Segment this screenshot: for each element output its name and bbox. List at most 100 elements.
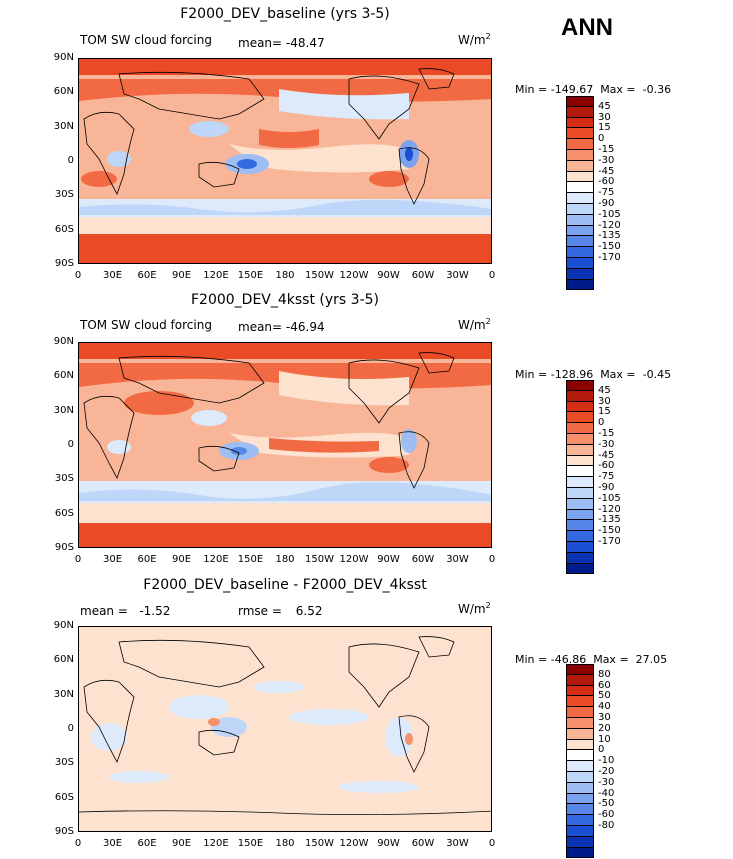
panel-1-minmax: Min = -149.67 Max = -0.36 [508,70,671,96]
colorbar-box [566,279,594,291]
colorbar-box [566,455,594,467]
colorbar-label: -15 [598,144,615,155]
y-tick-label: 30S [54,473,74,485]
colorbar-box [566,214,594,226]
colorbar-label: -60 [598,460,615,472]
panel-3-minmax: Min = -46.86 Max = 27.05 [508,640,667,666]
colorbar-box [566,761,594,772]
colorbar-label: -150 [598,241,621,253]
colorbar-label: -90 [598,198,615,209]
y-tick-label: 90N [53,336,74,347]
panel-3-mean-label: mean = -1.52 [80,604,171,618]
colorbar-box [566,182,594,194]
y-tick-label: 90S [54,826,74,837]
panel-1-units: W/m2 [458,32,491,47]
colorbar-label: 0 [598,744,605,756]
y-tick-label: 60N [53,370,74,382]
x-tick-label: 180 [275,554,295,565]
colorbar-label: 50 [598,690,611,702]
colorbar-label: -10 [598,755,615,767]
colorbar-label: -75 [598,187,615,199]
colorbar-label: -90 [598,482,615,493]
colorbar-box [566,815,594,826]
y-tick-label: 0 [67,723,74,734]
x-tick-label: 180 [275,270,295,281]
colorbar-label: -30 [598,154,615,166]
panel-3-colorbar [566,664,594,859]
colorbar-label: 30 [598,111,611,123]
colorbar-label: -105 [598,208,621,220]
y-tick-label: 90N [53,52,74,63]
x-tick-label: 120E [203,270,229,281]
colorbar-box [566,782,594,794]
y-tick-label: 90S [54,542,74,553]
panel-2-map [78,342,492,548]
y-tick-label: 30N [53,404,74,416]
x-tick-label: 60W [411,554,435,565]
x-tick-label: 90E [171,554,192,565]
panel-2-stat-label: mean= [238,320,283,334]
y-tick-label: 0 [67,439,74,450]
colorbar-box [566,423,594,434]
x-tick-label: 90W [377,270,400,281]
x-tick-label: 0 [488,554,496,565]
colorbar-label: -30 [598,776,615,788]
x-tick-label: 0 [74,554,82,565]
colorbar-label: 15 [598,406,611,418]
colorbar-box [566,487,594,499]
panel-3-stat-value: 6.52 [295,604,323,618]
colorbar-label: -170 [598,536,621,547]
colorbar-label: 0 [598,133,605,145]
colorbar-box [566,193,594,204]
x-tick-label: 150W [305,838,334,849]
x-tick-label: 60W [411,838,435,849]
colorbar-box [566,401,594,413]
colorbar-box [566,520,594,532]
x-tick-label: 30W [446,838,469,849]
panel-3-map [78,626,492,832]
colorbar-label: -80 [598,820,615,831]
colorbar-box [566,477,594,488]
colorbar-box [566,412,594,424]
colorbar-box [566,674,594,686]
units-text: W/m [458,318,486,332]
colorbar-box [566,552,594,564]
colorbar-label: -60 [598,809,615,821]
x-tick-label: 90E [171,270,192,281]
colorbar-label: -50 [598,798,615,810]
colorbar-box [566,149,594,161]
y-tick-label: 60S [54,223,74,235]
colorbar-box [566,380,594,391]
panel-3-title: F2000_DEV_baseline - F2000_DEV_4ksst [143,577,427,593]
units-text: W/m [458,33,486,47]
colorbar-label: -30 [598,438,615,450]
panel-1-min: Min = -149.67 [515,83,594,96]
panel-3-rmse-label: rmse = 6.52 [238,604,322,618]
x-tick-label: 90W [377,838,400,849]
colorbar-box [566,96,594,107]
colorbar-box [566,707,594,718]
panel-1-stat-value: -48.47 [285,36,325,50]
colorbar-label: -40 [598,787,615,799]
colorbar-box [566,728,594,740]
colorbar-label: 40 [598,701,611,713]
colorbar-label: -75 [598,471,615,483]
colorbar-label: 0 [598,417,605,429]
colorbar-box [566,128,594,140]
units-sup: 2 [485,32,491,41]
x-tick-label: 120W [339,554,369,565]
colorbar-label: -20 [598,766,615,777]
panel-2-title: F2000_DEV_4ksst (yrs 3-5) [190,292,379,308]
x-tick-label: 0 [488,838,496,849]
units-sup: 2 [485,317,491,326]
x-tick-label: 90W [377,554,400,565]
panel-1-map [78,58,492,264]
x-tick-label: 0 [74,838,82,849]
colorbar-label: 45 [598,100,611,112]
colorbar-box [566,793,594,805]
colorbar-box [566,444,594,456]
colorbar-box [566,825,594,837]
colorbar-box [566,160,594,172]
colorbar-label: -45 [598,449,615,461]
colorbar-label: -15 [598,428,615,439]
